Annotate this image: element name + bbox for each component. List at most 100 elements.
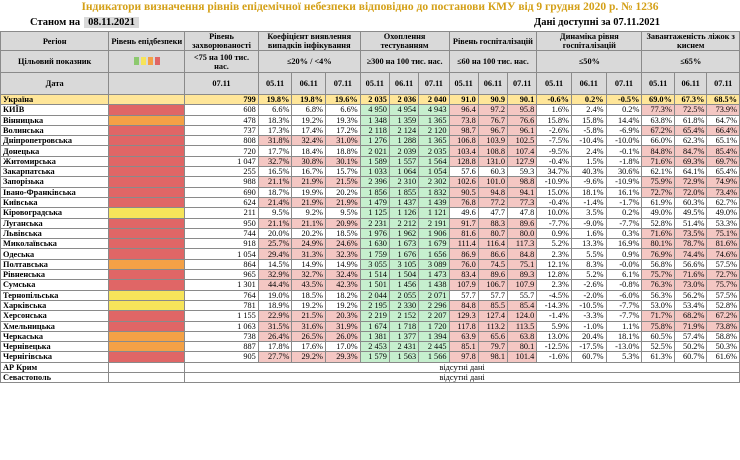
detection-cell: 19.0%	[257, 289, 293, 301]
testing-cell: 1 759	[359, 248, 390, 260]
dynamics-cell: 15.0%	[536, 186, 572, 198]
table-row: Черкаська 738 26.4% 26.5% 26.0% 1 381 1 377 1 3…	[0, 330, 740, 343]
detection-cell: 6.6%	[324, 104, 361, 116]
beds-cell: 64.1%	[673, 166, 708, 178]
region-name: Хмельницька	[0, 320, 110, 332]
detection-cell: 32.3%	[324, 248, 361, 260]
detection-cell: 31.5%	[257, 320, 293, 332]
legend-swatch	[154, 56, 160, 65]
dynamics-cell: 5.3%	[605, 351, 643, 363]
status-date: 08.11.2021	[84, 17, 139, 28]
hosp-cell: 101.4	[506, 351, 538, 363]
testing-cell: 1 033	[359, 166, 390, 178]
hosp-cell: 107.9	[448, 279, 479, 291]
hosp-cell: 81.6	[448, 227, 479, 240]
detection-cell: 20.2%	[324, 186, 361, 198]
target-dynamics: ≤50%	[536, 50, 643, 73]
testing-cell: 2 039	[388, 145, 420, 157]
level-cell	[108, 145, 186, 157]
beds-cell: 74.6%	[706, 248, 740, 260]
beds-cell: 56.2%	[673, 289, 708, 301]
dynamics-cell: 0.9%	[536, 227, 572, 240]
dynamics-cell: 6.1%	[605, 269, 643, 281]
incidence-cell: 764	[184, 289, 259, 301]
incidence-cell: 988	[184, 176, 259, 188]
detection-cell: 19.2%	[291, 299, 326, 312]
detection-cell: 20.9%	[324, 217, 361, 229]
region-name: Харківська	[0, 299, 110, 312]
beds-cell: 58.8%	[706, 330, 740, 343]
date-dynamics: 06.11	[570, 72, 607, 95]
detection-cell: 20.2%	[291, 227, 326, 240]
level-cell	[108, 279, 186, 291]
dynamics-cell: 15.8%	[570, 114, 607, 126]
date-label: Дата	[0, 72, 110, 95]
testing-cell: 1 288	[388, 135, 420, 147]
detection-cell: 19.8%	[291, 93, 326, 106]
hosp-cell: 88.3	[477, 217, 509, 229]
hosp-cell: 79.7	[477, 341, 509, 353]
hosp-cell: 116.4	[477, 238, 509, 250]
beds-cell: 74.9%	[706, 176, 740, 188]
hosp-cell: 101.0	[477, 176, 509, 188]
incidence-cell: 808	[184, 135, 259, 147]
beds-cell: 73.8%	[706, 320, 740, 332]
beds-cell: 69.0%	[641, 93, 675, 106]
date-hosp: 07.11	[506, 72, 538, 95]
detection-cell: 26.0%	[324, 330, 361, 343]
detection-cell: 19.9%	[291, 186, 326, 198]
testing-cell: 1 377	[388, 330, 420, 343]
beds-cell: 69.3%	[673, 155, 708, 168]
beds-cell: 77.3%	[641, 104, 675, 116]
testing-cell: 3 089	[418, 258, 450, 271]
incidence-cell: 720	[184, 145, 259, 157]
dynamics-cell: -14.3%	[536, 299, 572, 312]
hosp-cell: 59.3	[506, 166, 538, 178]
hosp-cell: 47.8	[506, 207, 538, 219]
testing-cell: 1 473	[418, 269, 450, 281]
region-name: Київська	[0, 196, 110, 209]
hosp-cell: 128.8	[448, 155, 479, 168]
testing-cell: 1 906	[418, 227, 450, 240]
hosp-cell: 76.6	[506, 114, 538, 126]
dynamics-cell: -17.5%	[570, 341, 607, 353]
detection-cell: 32.4%	[291, 135, 326, 147]
detection-cell: 14.9%	[324, 258, 361, 271]
dynamics-cell: -7.7%	[536, 217, 572, 229]
table-row: Миколаївська 918 25.7% 24.9% 24.6% 1 630 1 673…	[0, 238, 740, 250]
dynamics-cell: -1.0%	[570, 320, 607, 332]
level-cell	[108, 207, 186, 219]
detection-cell: 21.5%	[324, 176, 361, 188]
region-name: Житомирська	[0, 155, 110, 168]
beds-cell: 67.3%	[673, 93, 708, 106]
testing-cell: 1 514	[359, 269, 390, 281]
detection-cell: 19.6%	[324, 93, 361, 106]
hosp-cell: 97.2	[477, 104, 509, 116]
testing-cell: 1 394	[418, 330, 450, 343]
incidence-cell: 738	[184, 330, 259, 343]
level-cell	[108, 269, 186, 281]
level-cell	[108, 124, 186, 137]
beds-cell: 78.7%	[673, 238, 708, 250]
level-cell	[108, 341, 186, 353]
region-name: Херсонська	[0, 310, 110, 322]
detection-cell: 29.4%	[257, 248, 293, 260]
beds-cell: 74.4%	[673, 248, 708, 260]
dynamics-cell: -0.6%	[536, 93, 572, 106]
level-cell	[108, 289, 186, 301]
dynamics-cell: 10.0%	[536, 207, 572, 219]
detection-cell: 6.6%	[257, 104, 293, 116]
beds-cell: 75.7%	[706, 279, 740, 291]
detection-cell: 42.3%	[324, 279, 361, 291]
hosp-cell: 131.0	[477, 155, 509, 168]
beds-cell: 57.4%	[673, 330, 708, 343]
incidence-cell: 1 054	[184, 248, 259, 260]
region-name: Тернопільська	[0, 289, 110, 301]
dynamics-cell: -7.7%	[605, 310, 643, 322]
date-detection: 07.11	[324, 72, 361, 95]
table-row: Одеська 1 054 29.4% 31.3% 32.3% 1 759 1 676 1 6…	[0, 248, 740, 260]
date-testing: 05.11	[359, 72, 390, 95]
level-cell	[108, 227, 186, 240]
dynamics-cell: -2.6%	[536, 124, 572, 137]
hosp-cell: 113.5	[506, 320, 538, 332]
